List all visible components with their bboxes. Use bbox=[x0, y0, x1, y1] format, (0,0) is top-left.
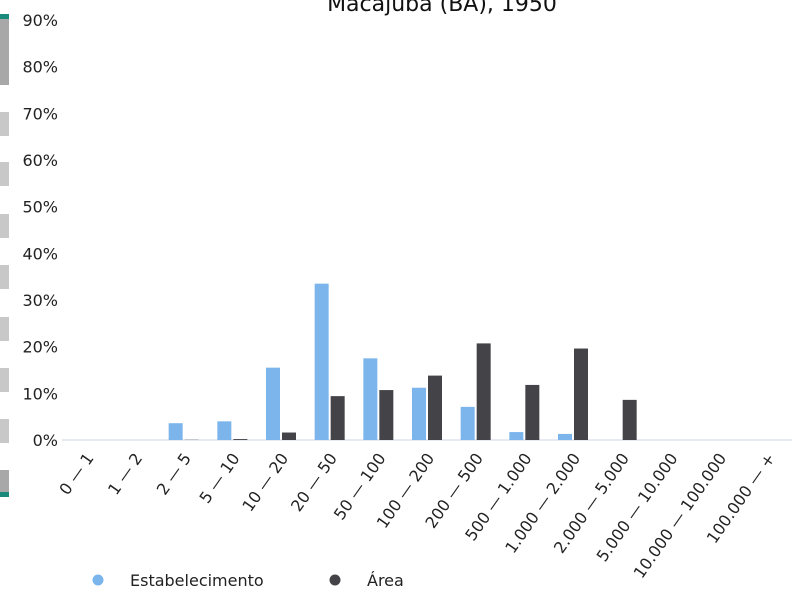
legend-item-estabelecimento[interactable]: Estabelecimento bbox=[92, 571, 264, 589]
y-tick-label: 90% bbox=[22, 11, 58, 30]
bar-estabelecimento bbox=[509, 432, 524, 440]
y-tick-label: 50% bbox=[22, 198, 58, 217]
bar-area bbox=[379, 390, 394, 440]
navigator-thumb[interactable] bbox=[0, 19, 9, 85]
x-tick-label: 0 — 1 bbox=[55, 449, 97, 498]
y-axis: 0% 10% 20% 30% 40% 50% 60% 70% 80% 90% bbox=[22, 11, 58, 450]
bar-estabelecimento bbox=[363, 358, 378, 440]
legend-marker-area bbox=[329, 574, 341, 586]
bar-area bbox=[428, 375, 442, 440]
legend-marker-estabelecimento bbox=[92, 574, 104, 586]
navigator-handle-bottom[interactable] bbox=[0, 492, 9, 497]
chart-title: Macajuba (BA), 1950 bbox=[327, 0, 557, 17]
navigator-segment bbox=[0, 470, 9, 492]
bar-area bbox=[233, 439, 248, 440]
x-tick-label: 2 — 5 bbox=[153, 449, 195, 498]
bar-estabelecimento bbox=[558, 433, 572, 440]
bar-estabelecimento bbox=[266, 367, 280, 440]
navigator-segment bbox=[0, 419, 9, 443]
side-navigator[interactable] bbox=[0, 14, 9, 497]
bar-area bbox=[574, 348, 588, 440]
y-tick-label: 10% bbox=[22, 384, 58, 403]
y-tick-label: 80% bbox=[22, 58, 58, 77]
bar-estabelecimento bbox=[412, 387, 426, 440]
navigator-segment bbox=[0, 265, 9, 289]
bar-area bbox=[330, 396, 345, 440]
y-tick-label: 70% bbox=[22, 104, 58, 123]
navigator-segment bbox=[0, 214, 9, 238]
bar-estabelecimento bbox=[314, 283, 329, 440]
navigator-handle-top[interactable] bbox=[0, 14, 9, 19]
bars bbox=[168, 283, 637, 440]
navigator-segment bbox=[0, 368, 9, 392]
legend-label-area: Área bbox=[367, 571, 404, 589]
bar-area bbox=[282, 432, 296, 440]
bar-area bbox=[525, 384, 540, 440]
navigator-segment bbox=[0, 112, 9, 136]
y-tick-label: 30% bbox=[22, 291, 58, 310]
legend: Estabelecimento Área bbox=[92, 571, 404, 589]
bar-area bbox=[476, 343, 491, 440]
y-tick-label: 20% bbox=[22, 338, 58, 357]
legend-label-estabelecimento: Estabelecimento bbox=[130, 571, 264, 589]
navigator-segment bbox=[0, 317, 9, 341]
y-tick-label: 60% bbox=[22, 151, 58, 170]
navigator-segment bbox=[0, 162, 9, 186]
x-tick-label: 1 — 2 bbox=[104, 449, 146, 498]
x-tick-label: 10.000 — 100.000 bbox=[630, 449, 731, 581]
bar-estabelecimento bbox=[168, 423, 183, 440]
x-tick-label: 20 — 50 bbox=[287, 449, 341, 515]
legend-item-area[interactable]: Área bbox=[329, 571, 404, 589]
bar-area bbox=[622, 399, 637, 440]
bar-estabelecimento bbox=[460, 406, 475, 440]
x-tick-label: 10 — 20 bbox=[238, 449, 292, 515]
bar-estabelecimento bbox=[217, 421, 232, 440]
y-tick-label: 40% bbox=[22, 244, 58, 263]
y-tick-label: 0% bbox=[33, 431, 58, 450]
x-tick-label: 5 — 10 bbox=[196, 449, 244, 506]
